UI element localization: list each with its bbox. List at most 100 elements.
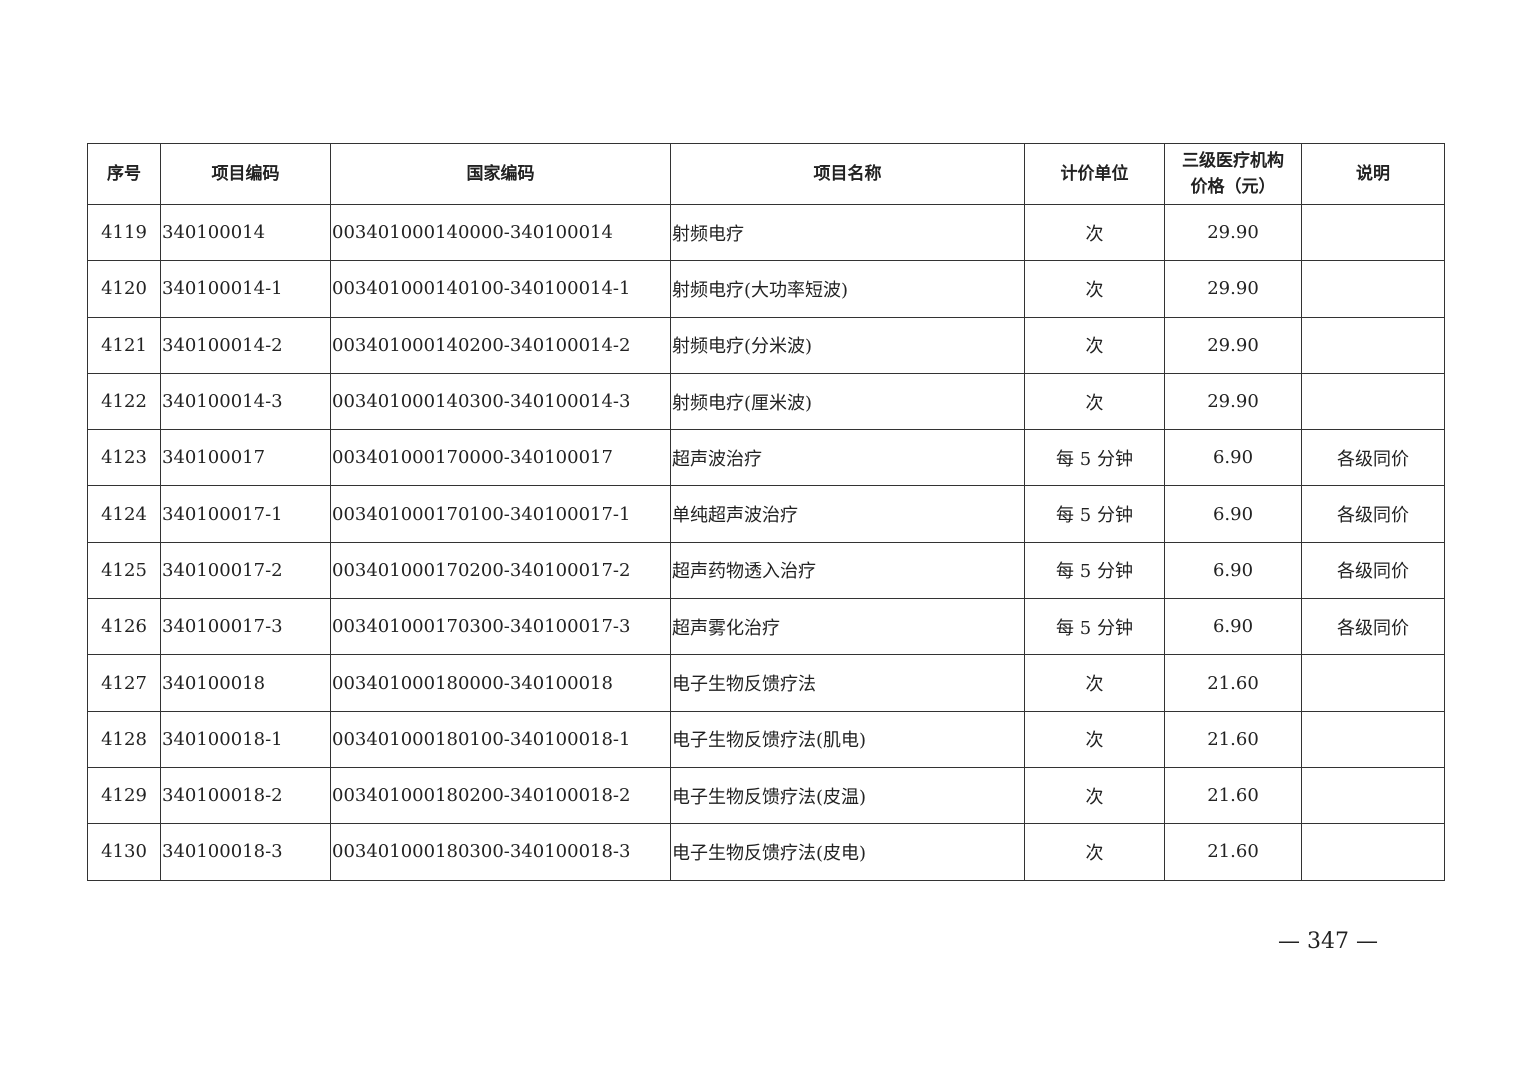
cell-notes bbox=[1301, 316, 1445, 374]
cell-price: 6.90 bbox=[1164, 485, 1302, 543]
cell-item-name: 单纯超声波治疗 bbox=[670, 485, 1025, 543]
cell-unit: 每 5 分钟 bbox=[1024, 429, 1165, 487]
page-number: — 347 — bbox=[1278, 929, 1378, 954]
cell-item-name: 电子生物反馈疗法 bbox=[670, 654, 1025, 712]
header-unit: 计价单位 bbox=[1024, 143, 1165, 205]
header-price-line2: 价格（元） bbox=[1190, 177, 1276, 197]
cell-item-code: 340100014 bbox=[160, 203, 331, 262]
cell-notes bbox=[1301, 710, 1445, 768]
cell-unit: 次 bbox=[1024, 203, 1165, 262]
header-index: 序号 bbox=[87, 143, 161, 205]
cell-unit: 次 bbox=[1024, 316, 1165, 374]
cell-national-code: 003401000170200-340100017-2 bbox=[330, 541, 671, 600]
cell-notes bbox=[1301, 823, 1445, 881]
cell-price: 29.90 bbox=[1164, 372, 1302, 431]
cell-notes bbox=[1301, 372, 1445, 431]
cell-item-code: 340100017-3 bbox=[160, 598, 331, 656]
cell-index: 4124 bbox=[87, 485, 161, 543]
cell-national-code: 003401000180100-340100018-1 bbox=[330, 710, 671, 768]
header-national-code: 国家编码 bbox=[330, 143, 671, 205]
cell-item-code: 340100018 bbox=[160, 654, 331, 712]
cell-item-name: 超声药物透入治疗 bbox=[670, 541, 1025, 600]
cell-item-name: 射频电疗(分米波) bbox=[670, 316, 1025, 374]
table-row: 4127 340100018 003401000180000-340100018 电子… bbox=[87, 654, 1445, 712]
cell-national-code: 003401000180200-340100018-2 bbox=[330, 766, 671, 825]
cell-notes: 各级同价 bbox=[1301, 598, 1445, 656]
cell-national-code: 003401000140300-340100014-3 bbox=[330, 372, 671, 431]
cell-index: 4121 bbox=[87, 316, 161, 374]
table-row: 4124 340100017-1 003401000170100-340100017… bbox=[87, 485, 1445, 543]
cell-item-name: 射频电疗(厘米波) bbox=[670, 372, 1025, 431]
cell-national-code: 003401000170300-340100017-3 bbox=[330, 598, 671, 656]
cell-national-code: 003401000140200-340100014-2 bbox=[330, 316, 671, 374]
header-item-code: 项目编码 bbox=[160, 143, 331, 205]
cell-notes bbox=[1301, 260, 1445, 318]
table-row: 4126 340100017-3 003401000170300-340100017… bbox=[87, 598, 1445, 656]
table-row: 4119 340100014 003401000140000-340100014 射频… bbox=[87, 203, 1445, 262]
cell-price: 6.90 bbox=[1164, 429, 1302, 487]
header-price: 三级医疗机构 价格（元） bbox=[1164, 143, 1302, 205]
cell-item-name: 电子生物反馈疗法(肌电) bbox=[670, 710, 1025, 768]
cell-notes bbox=[1301, 766, 1445, 825]
cell-unit: 次 bbox=[1024, 372, 1165, 431]
cell-index: 4122 bbox=[87, 372, 161, 431]
table-row: 4123 340100017 003401000170000-340100017 超声… bbox=[87, 429, 1445, 487]
cell-item-name: 电子生物反馈疗法(皮温) bbox=[670, 766, 1025, 825]
table-header-row: 序号 项目编码 国家编码 项目名称 计价单位 三级医疗机构 价格（元） 说明 bbox=[87, 143, 1445, 205]
table-row: 4128 340100018-1 003401000180100-340100018… bbox=[87, 710, 1445, 768]
cell-notes bbox=[1301, 654, 1445, 712]
cell-unit: 次 bbox=[1024, 766, 1165, 825]
cell-price: 29.90 bbox=[1164, 316, 1302, 374]
cell-item-name: 射频电疗 bbox=[670, 203, 1025, 262]
cell-index: 4130 bbox=[87, 823, 161, 881]
table-row: 4129 340100018-2 003401000180200-340100018… bbox=[87, 766, 1445, 825]
cell-price: 21.60 bbox=[1164, 766, 1302, 825]
cell-item-name: 射频电疗(大功率短波) bbox=[670, 260, 1025, 318]
cell-price: 29.90 bbox=[1164, 203, 1302, 262]
cell-item-code: 340100014-1 bbox=[160, 260, 331, 318]
cell-notes: 各级同价 bbox=[1301, 429, 1445, 487]
cell-index: 4125 bbox=[87, 541, 161, 600]
cell-national-code: 003401000180300-340100018-3 bbox=[330, 823, 671, 881]
cell-national-code: 003401000170000-340100017 bbox=[330, 429, 671, 487]
cell-item-name: 超声雾化治疗 bbox=[670, 598, 1025, 656]
cell-index: 4127 bbox=[87, 654, 161, 712]
cell-price: 6.90 bbox=[1164, 541, 1302, 600]
cell-unit: 次 bbox=[1024, 260, 1165, 318]
cell-notes bbox=[1301, 203, 1445, 262]
cell-item-name: 超声波治疗 bbox=[670, 429, 1025, 487]
cell-index: 4126 bbox=[87, 598, 161, 656]
cell-index: 4119 bbox=[87, 203, 161, 262]
cell-item-code: 340100017 bbox=[160, 429, 331, 487]
cell-price: 21.60 bbox=[1164, 710, 1302, 768]
cell-index: 4128 bbox=[87, 710, 161, 768]
cell-unit: 次 bbox=[1024, 710, 1165, 768]
cell-item-code: 340100017-2 bbox=[160, 541, 331, 600]
cell-unit: 次 bbox=[1024, 823, 1165, 881]
cell-item-code: 340100014-2 bbox=[160, 316, 331, 374]
cell-item-name: 电子生物反馈疗法(皮电) bbox=[670, 823, 1025, 881]
cell-national-code: 003401000180000-340100018 bbox=[330, 654, 671, 712]
cell-unit: 每 5 分钟 bbox=[1024, 598, 1165, 656]
cell-national-code: 003401000170100-340100017-1 bbox=[330, 485, 671, 543]
cell-item-code: 340100018-2 bbox=[160, 766, 331, 825]
header-item-name: 项目名称 bbox=[670, 143, 1025, 205]
price-table: 序号 项目编码 国家编码 项目名称 计价单位 三级医疗机构 价格（元） 说明 41… bbox=[87, 143, 1445, 881]
cell-index: 4129 bbox=[87, 766, 161, 825]
cell-unit: 每 5 分钟 bbox=[1024, 541, 1165, 600]
table-row: 4130 340100018-3 003401000180300-340100018… bbox=[87, 823, 1445, 881]
cell-unit: 每 5 分钟 bbox=[1024, 485, 1165, 543]
cell-item-code: 340100014-3 bbox=[160, 372, 331, 431]
cell-item-code: 340100017-1 bbox=[160, 485, 331, 543]
cell-national-code: 003401000140000-340100014 bbox=[330, 203, 671, 262]
cell-item-code: 340100018-3 bbox=[160, 823, 331, 881]
cell-index: 4120 bbox=[87, 260, 161, 318]
cell-notes: 各级同价 bbox=[1301, 541, 1445, 600]
cell-unit: 次 bbox=[1024, 654, 1165, 712]
cell-price: 29.90 bbox=[1164, 260, 1302, 318]
cell-national-code: 003401000140100-340100014-1 bbox=[330, 260, 671, 318]
header-notes: 说明 bbox=[1301, 143, 1445, 205]
table-row: 4121 340100014-2 003401000140200-340100014… bbox=[87, 316, 1445, 374]
cell-price: 21.60 bbox=[1164, 823, 1302, 881]
header-price-line1: 三级医疗机构 bbox=[1182, 151, 1284, 171]
